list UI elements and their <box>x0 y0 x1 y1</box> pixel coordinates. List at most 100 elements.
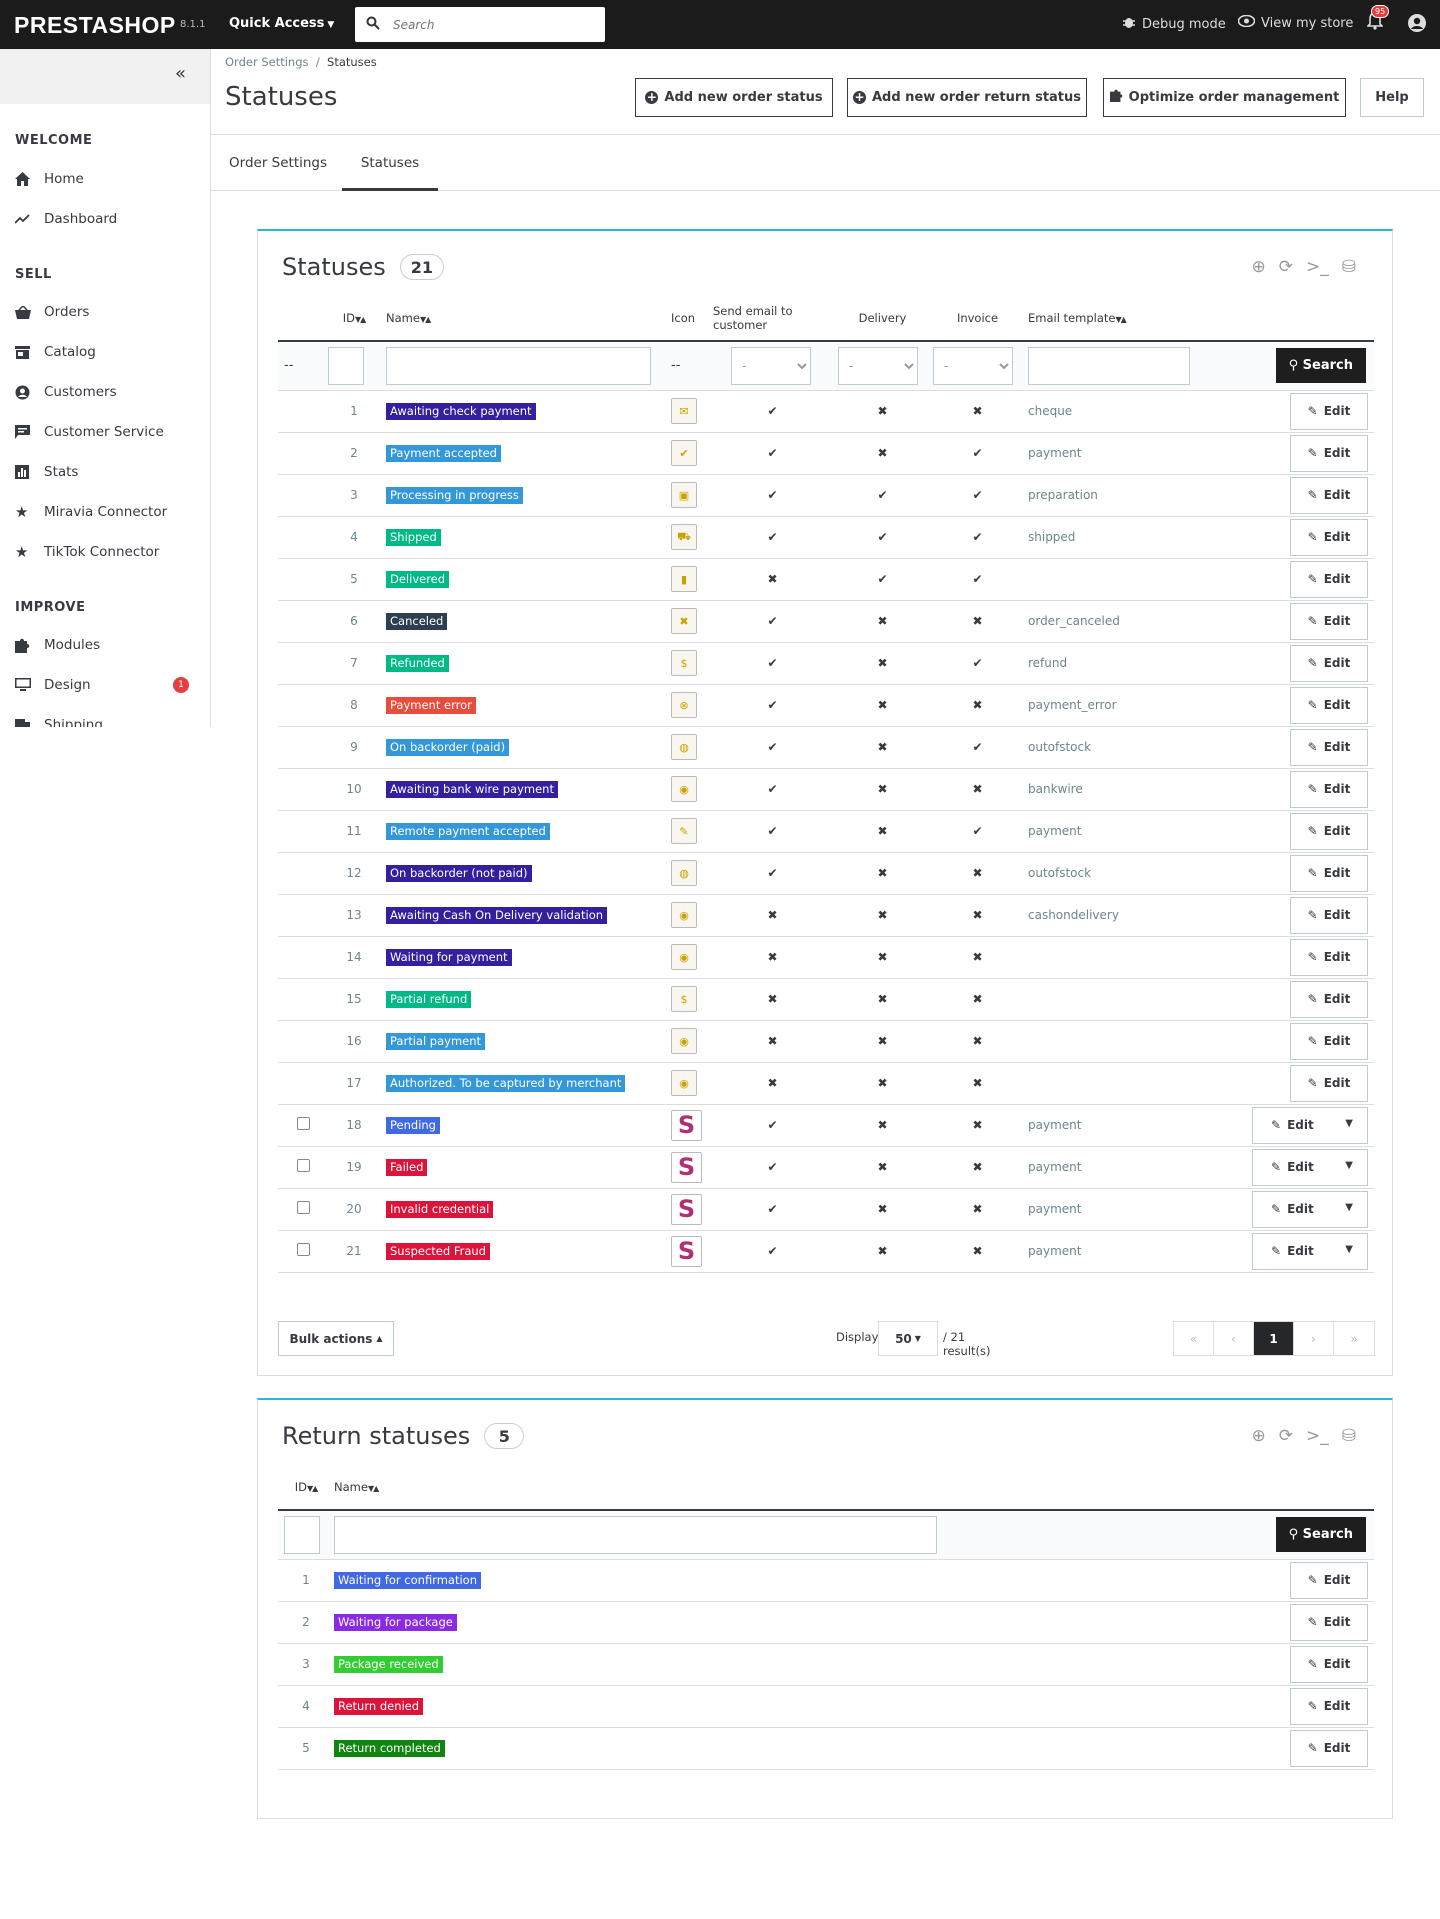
edit-button[interactable]: ✎ Edit <box>1290 1603 1368 1641</box>
add-circle-icon[interactable]: ⊕ <box>1251 257 1266 277</box>
col-name[interactable]: Name <box>334 1479 368 1494</box>
col-id[interactable]: ID <box>294 1479 307 1494</box>
table-row[interactable]: 15 Partial refund $ ✖ ✖ ✖ ✎ Edit <box>278 978 1374 1021</box>
sort-icon[interactable]: ▼▲ <box>354 314 366 324</box>
table-row[interactable]: 17 Authorized. To be captured by merchant… <box>278 1062 1374 1105</box>
table-row[interactable]: 11 Remote payment accepted ✎ ✔ ✖ ✔ payment ✎ Edi… <box>278 810 1374 853</box>
table-row[interactable]: 3 Processing in progress ▣ ✔ ✔ ✔ preparation ✎ E… <box>278 474 1374 517</box>
add-order-status-button[interactable]: + Add new order status <box>635 78 833 117</box>
edit-button[interactable]: ✎ Edit ▼ <box>1252 1148 1368 1186</box>
row-checkbox[interactable] <box>296 1159 310 1172</box>
refresh-icon[interactable]: ⟳ <box>1278 1426 1293 1446</box>
per-page-select[interactable]: 50 ▼ <box>878 1321 938 1356</box>
caret-down-icon[interactable]: ▼ <box>1345 1117 1353 1129</box>
edit-button[interactable]: ✎ Edit <box>1290 1561 1368 1599</box>
terminal-icon[interactable]: >_ <box>1306 257 1329 277</box>
col-name[interactable]: Name <box>386 310 420 325</box>
table-row[interactable]: 5 Return completed ✎ Edit <box>278 1727 1374 1770</box>
sort-icon[interactable]: ▼▲ <box>306 1483 318 1493</box>
table-row[interactable]: 2 Waiting for package ✎ Edit <box>278 1601 1374 1644</box>
debug-mode-link[interactable]: Debug mode <box>1122 15 1226 33</box>
edit-button[interactable]: ✎ Edit <box>1290 434 1368 472</box>
row-checkbox[interactable] <box>296 1243 310 1256</box>
edit-button[interactable]: ✎ Edit <box>1290 1022 1368 1060</box>
optimize-order-management-button[interactable]: Optimize order management <box>1103 78 1346 117</box>
sort-icon[interactable]: ▼▲ <box>367 1483 379 1493</box>
row-checkbox[interactable] <box>296 1201 310 1214</box>
refresh-icon[interactable]: ⟳ <box>1278 257 1293 277</box>
help-button[interactable]: Help <box>1360 78 1424 117</box>
table-row[interactable]: 6 Canceled ✖ ✔ ✖ ✖ order_canceled ✎ Edit <box>278 600 1374 643</box>
table-row[interactable]: 3 Package received ✎ Edit <box>278 1643 1374 1686</box>
filter-template-input[interactable] <box>1028 346 1190 385</box>
search-box[interactable] <box>355 7 605 42</box>
add-circle-icon[interactable]: ⊕ <box>1251 1426 1266 1446</box>
edit-button[interactable]: ✎ Edit <box>1290 1729 1368 1767</box>
tab-order-settings[interactable]: Order Settings <box>229 155 328 171</box>
edit-button[interactable]: ✎ Edit <box>1290 1064 1368 1102</box>
caret-down-icon[interactable]: ▼ <box>1345 1159 1353 1171</box>
edit-button[interactable]: ✎ Edit <box>1290 938 1368 976</box>
edit-button[interactable]: ✎ Edit <box>1290 518 1368 556</box>
database-icon[interactable]: ⛁ <box>1341 1426 1356 1446</box>
sidebar-item-orders[interactable]: Orders <box>15 302 89 322</box>
table-row[interactable]: 21 Suspected Fraud S ✔ ✖ ✖ payment ✎ Edit ▼ <box>278 1230 1374 1273</box>
sort-icon[interactable]: ▼▲ <box>1115 314 1126 324</box>
breadcrumb-order-settings[interactable]: Order Settings <box>225 55 309 69</box>
edit-button[interactable]: ✎ Edit <box>1290 854 1368 892</box>
filter-delivery-select[interactable]: - <box>838 346 918 385</box>
table-row[interactable]: 2 Payment accepted ✔ ✔ ✖ ✔ payment ✎ Edit <box>278 432 1374 475</box>
search-button[interactable]: ⚲ Search <box>1275 1517 1366 1553</box>
edit-button[interactable]: ✎ Edit <box>1290 392 1368 430</box>
edit-button[interactable]: ✎ Edit <box>1290 980 1368 1018</box>
filter-send-email-select[interactable]: - <box>731 346 811 385</box>
edit-button[interactable]: ✎ Edit <box>1290 476 1368 514</box>
next-page-button[interactable]: › <box>1294 1322 1334 1355</box>
edit-button[interactable]: ✎ Edit <box>1290 728 1368 766</box>
table-row[interactable]: 16 Partial payment ◉ ✖ ✖ ✖ ✎ Edit <box>278 1020 1374 1063</box>
sidebar-item-tiktok-connector[interactable]: ★ TikTok Connector <box>15 542 159 562</box>
table-row[interactable]: 20 Invalid credential S ✔ ✖ ✖ payment ✎ Edit ▼ <box>278 1188 1374 1231</box>
filter-invoice-select[interactable]: - <box>933 346 1013 385</box>
edit-button[interactable]: ✎ Edit <box>1290 602 1368 640</box>
edit-button[interactable]: ✎ Edit <box>1290 770 1368 808</box>
bulk-actions-button[interactable]: Bulk actions ▲ <box>278 1321 394 1356</box>
table-row[interactable]: 4 Return denied ✎ Edit <box>278 1685 1374 1728</box>
table-row[interactable]: 4 Shipped ⛟ ✔ ✔ ✔ shipped ✎ Edit <box>278 516 1374 559</box>
table-row[interactable]: 1 Waiting for confirmation ✎ Edit <box>278 1559 1374 1602</box>
edit-button[interactable]: ✎ Edit <box>1290 644 1368 682</box>
user-account-icon[interactable] <box>1407 13 1427 37</box>
table-row[interactable]: 7 Refunded $ ✔ ✖ ✔ refund ✎ Edit <box>278 642 1374 685</box>
table-row[interactable]: 9 On backorder (paid) ◍ ✔ ✖ ✔ outofstock ✎ Edit <box>278 726 1374 769</box>
table-row[interactable]: 19 Failed S ✔ ✖ ✖ payment ✎ Edit ▼ <box>278 1146 1374 1189</box>
filter-name-input[interactable] <box>386 346 651 385</box>
table-row[interactable]: 12 On backorder (not paid) ◍ ✔ ✖ ✖ outofstock ✎… <box>278 852 1374 895</box>
sidebar-item-stats[interactable]: Stats <box>15 462 78 482</box>
sidebar-item-customer-service[interactable]: Customer Service <box>15 422 164 442</box>
page-button-current[interactable]: 1 <box>1254 1322 1294 1355</box>
row-checkbox[interactable] <box>296 1117 310 1130</box>
table-row[interactable]: 14 Waiting for payment ◉ ✖ ✖ ✖ ✎ Edit <box>278 936 1374 979</box>
edit-button[interactable]: ✎ Edit <box>1290 812 1368 850</box>
edit-button[interactable]: ✎ Edit <box>1290 1645 1368 1683</box>
table-row[interactable]: 13 Awaiting Cash On Delivery validation ◉ ✖… <box>278 894 1374 937</box>
edit-button[interactable]: ✎ Edit <box>1290 560 1368 598</box>
edit-button[interactable]: ✎ Edit ▼ <box>1252 1190 1368 1228</box>
sidebar-item-customers[interactable]: Customers <box>15 382 117 402</box>
sidebar-item-shipping[interactable]: Shipping <box>15 715 103 727</box>
table-row[interactable]: 18 Pending S ✔ ✖ ✖ payment ✎ Edit ▼ <box>278 1104 1374 1147</box>
edit-button[interactable]: ✎ Edit ▼ <box>1252 1106 1368 1144</box>
sidebar-item-miravia-connector[interactable]: ★ Miravia Connector <box>15 502 167 522</box>
view-store-link[interactable]: View my store <box>1237 14 1353 31</box>
table-row[interactable]: 1 Awaiting check payment ✉ ✔ ✖ ✖ cheque ✎ Edit <box>278 390 1374 433</box>
search-button[interactable]: ⚲ Search <box>1275 348 1366 384</box>
tab-statuses[interactable]: Statuses <box>342 135 438 191</box>
notifications-button[interactable]: 95 <box>1366 5 1390 34</box>
sidebar-item-modules[interactable]: Modules <box>15 635 100 655</box>
caret-down-icon[interactable]: ▼ <box>1345 1201 1353 1213</box>
col-id[interactable]: ID <box>342 310 355 325</box>
sidebar-item-design[interactable]: Design 1 <box>15 675 205 695</box>
filter-id-input[interactable] <box>328 346 364 385</box>
col-email-template[interactable]: Email template <box>1028 310 1116 325</box>
table-row[interactable]: 8 Payment error ⊗ ✔ ✖ ✖ payment_error ✎ Edit <box>278 684 1374 727</box>
